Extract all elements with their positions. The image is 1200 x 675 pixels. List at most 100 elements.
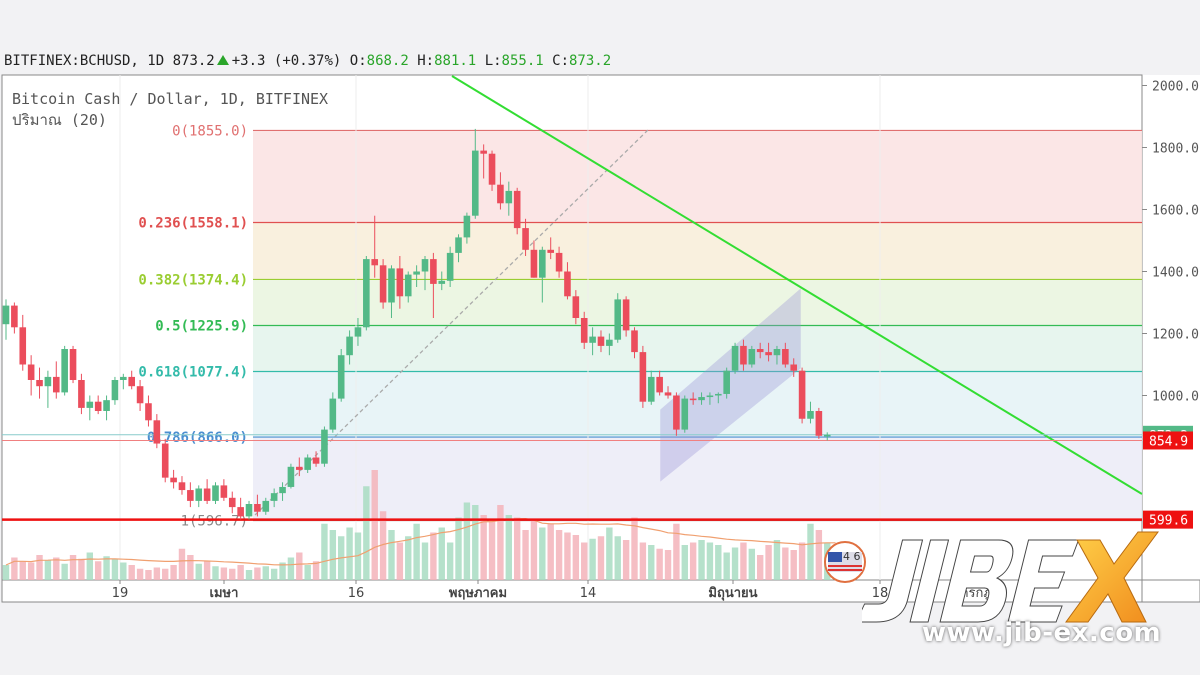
- candle-body: [52, 376, 60, 393]
- last-price: 873.2: [172, 53, 215, 69]
- candle: [270, 488, 278, 508]
- candle: [815, 407, 823, 439]
- volume-bar: [648, 545, 655, 580]
- volume-bar: [715, 545, 722, 580]
- candle: [505, 181, 513, 216]
- volume-bar: [153, 567, 161, 580]
- volume-bar: [379, 511, 387, 580]
- candle-body: [279, 486, 286, 494]
- close-value: 873.2: [569, 53, 612, 69]
- volume-bar: [522, 530, 529, 580]
- volume-bar: [807, 523, 814, 580]
- candle: [195, 485, 203, 508]
- candle: [220, 479, 228, 501]
- candle-body: [765, 352, 772, 356]
- candle-body: [438, 280, 446, 284]
- candle: [564, 262, 571, 300]
- time-tick-label: พฤษภาคม: [449, 586, 507, 601]
- candle: [245, 500, 253, 520]
- candle-body: [178, 482, 186, 491]
- fib-band-0.5: [253, 325, 1142, 372]
- volume-bar: [798, 542, 806, 580]
- candle: [321, 426, 328, 467]
- volume-bar: [371, 470, 378, 580]
- price-tick-label: 1400.0: [1152, 266, 1199, 281]
- candle-body: [371, 259, 379, 266]
- candle: [404, 271, 412, 303]
- candle: [614, 293, 622, 343]
- candle: [388, 265, 395, 318]
- candle-body: [296, 466, 303, 470]
- candle-body: [740, 345, 747, 365]
- volume-bar: [145, 570, 152, 580]
- price-axis[interactable]: 1000.01200.01400.01600.01800.02000.0873.…: [1142, 80, 1199, 529]
- candle-body: [203, 488, 211, 501]
- open-value: 868.2: [366, 53, 409, 69]
- candle-body: [572, 296, 580, 318]
- brand-url[interactable]: www.jib-ex.com: [922, 618, 1162, 648]
- candle-body: [363, 259, 370, 328]
- price-tag: [1143, 510, 1193, 529]
- candle-body: [564, 271, 571, 297]
- volume-bar: [388, 530, 395, 580]
- candle: [446, 246, 454, 287]
- volume-bar: [170, 565, 177, 580]
- volume-bar: [329, 530, 337, 580]
- candle-body: [790, 364, 798, 371]
- volume-bar: [740, 542, 747, 580]
- candle: [128, 370, 135, 390]
- candle: [572, 290, 580, 325]
- drawings[interactable]: [2, 75, 1143, 521]
- candle: [279, 482, 286, 501]
- candle-body: [103, 400, 110, 411]
- volume-bar: [782, 547, 789, 580]
- price-tag-label: 599.6: [1149, 514, 1188, 529]
- volume-bar: [564, 532, 571, 580]
- candle: [715, 392, 722, 404]
- volume-bar: [111, 558, 119, 580]
- interval-label[interactable]: 1D: [147, 53, 165, 69]
- candle: [480, 144, 487, 179]
- volume-bar: [597, 536, 605, 580]
- fib-label-0.5: 0.5(1225.9): [155, 318, 248, 334]
- volume-bar: [203, 561, 211, 580]
- volume-bar: [581, 542, 588, 580]
- volume-bar: [363, 486, 370, 580]
- candle: [731, 342, 739, 374]
- volume-bar: [44, 560, 52, 580]
- candle-body: [346, 336, 353, 356]
- candle: [228, 491, 236, 514]
- volume-ma-line: [5, 517, 836, 566]
- volume-bar: [270, 568, 278, 580]
- candle: [622, 296, 630, 337]
- volume-bar: [656, 548, 663, 580]
- candle: [539, 246, 546, 303]
- candle-body: [78, 380, 85, 408]
- candle: [136, 380, 144, 411]
- candle-body: [228, 497, 236, 508]
- volume-bar: [212, 566, 219, 580]
- candle-body: [606, 339, 613, 346]
- candle: [329, 392, 337, 433]
- candle: [11, 302, 18, 334]
- symbol-name[interactable]: BITFINEX:BCHUSD,: [4, 53, 139, 69]
- candle: [187, 482, 194, 508]
- candle-body: [379, 265, 387, 303]
- candle-body: [706, 395, 714, 398]
- candle: [61, 345, 68, 396]
- price-scale-background: [1142, 75, 1200, 580]
- volume-bar: [237, 565, 244, 580]
- descending-trendline: [451, 75, 1143, 495]
- fibonacci-retracement[interactable]: 0(1855.0) 0.236(1558.1) 0.382(1374.4) 0.5(1…: [138, 123, 1142, 530]
- candle-body: [463, 215, 471, 238]
- volume-legend: ปริมาณ (20): [12, 111, 107, 129]
- volume-bar: [69, 555, 77, 580]
- time-axis[interactable]: 19 เมษา 16 พฤษภาคม 14 มิถุนายน 18 กรกฎา: [112, 580, 1000, 601]
- candle-body: [111, 380, 119, 401]
- volume-bar: [287, 557, 295, 580]
- volume-bar: [639, 542, 647, 580]
- price-tick-label: 1800.0: [1152, 142, 1199, 157]
- volume-bar: [430, 532, 437, 580]
- dashed-trendline: [254, 127, 651, 516]
